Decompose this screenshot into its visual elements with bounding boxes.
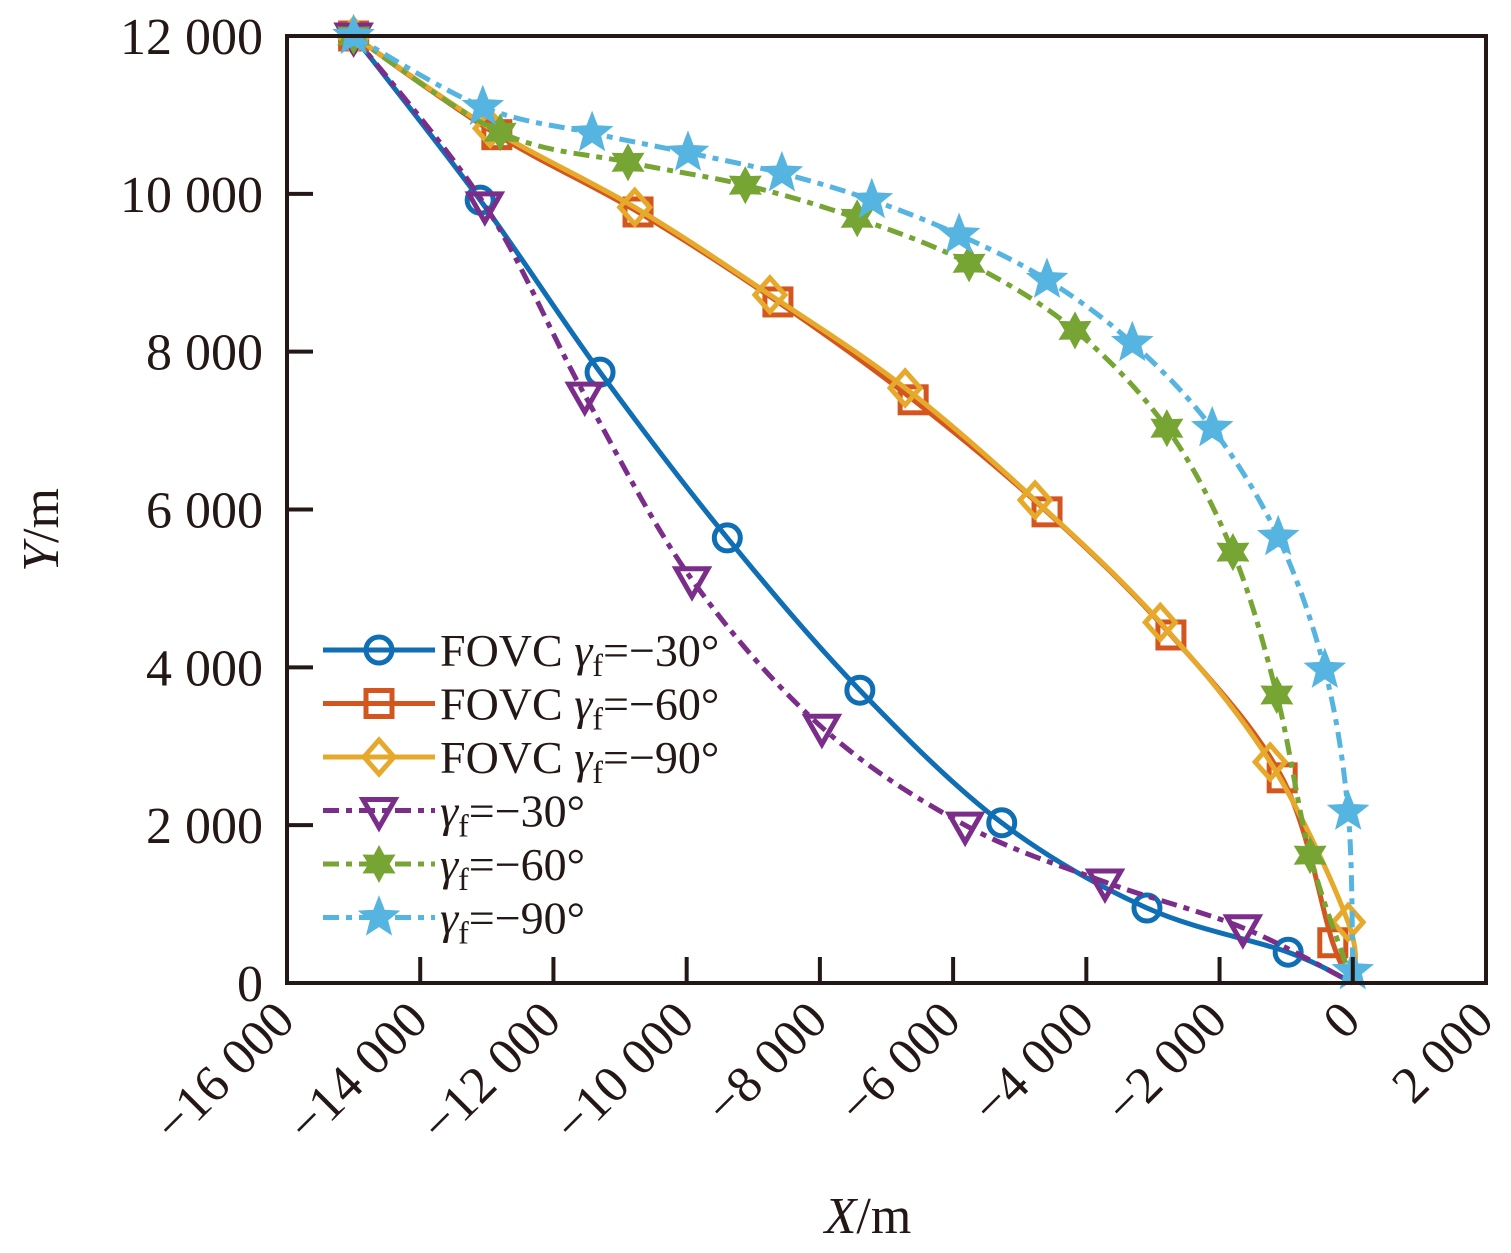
data-point-marker <box>1058 311 1092 350</box>
data-point-marker <box>1329 901 1367 944</box>
data-point-marker <box>464 191 506 227</box>
series-4 <box>333 22 1354 986</box>
data-point-marker <box>986 807 1018 839</box>
legend-marker <box>360 736 398 778</box>
y-tick-label: 10 000 <box>120 167 263 224</box>
legend-label: FOVC γf=−60° <box>440 679 719 737</box>
legend-item: FOVC γf=−90° <box>323 732 719 790</box>
legend-label: γf=−30° <box>440 786 585 844</box>
legend-marker <box>363 634 395 666</box>
data-point-marker <box>1110 320 1154 362</box>
data-point-marker <box>1131 892 1163 924</box>
legend-marker <box>357 895 401 936</box>
y-tick-label: 8 000 <box>146 325 263 382</box>
x-tick-label: 0 <box>1313 991 1372 1050</box>
data-point-marker <box>1141 601 1179 644</box>
x-tick-label: −10 000 <box>543 991 705 1153</box>
data-point-marker <box>728 166 762 205</box>
data-point-marker <box>616 186 654 229</box>
y-tick-label: 6 000 <box>146 483 263 540</box>
x-tick-label: −4 000 <box>961 991 1105 1135</box>
data-point-marker <box>483 113 517 152</box>
data-point-marker <box>1190 405 1234 447</box>
legend-item: γf=−60° <box>323 839 585 897</box>
legend-label: FOVC γf=−30° <box>440 625 719 683</box>
data-point-marker <box>751 274 789 316</box>
data-point-marker <box>1272 936 1304 968</box>
x-axis-label: X/m <box>823 1188 912 1245</box>
data-point-marker <box>1084 868 1126 905</box>
y-axis-label: Y/m <box>13 488 70 572</box>
data-point-marker <box>711 522 743 554</box>
x-tick-label: 2 000 <box>1381 991 1504 1114</box>
data-point-marker <box>1150 409 1184 448</box>
data-point-marker <box>937 212 981 254</box>
legend-marker <box>362 844 396 884</box>
legend-item: γf=−30° <box>323 786 585 844</box>
legend-marker <box>363 688 395 719</box>
x-tick-label: −12 000 <box>410 991 572 1153</box>
data-point-marker <box>886 367 924 409</box>
data-point-marker <box>1216 533 1250 572</box>
data-point-marker <box>1251 741 1289 783</box>
legend-label: γf=−90° <box>440 893 585 951</box>
data-point-marker <box>1317 927 1349 959</box>
series-layer <box>332 13 1375 990</box>
data-point-marker <box>1016 479 1054 521</box>
y-tick-label: 2 000 <box>146 798 263 855</box>
legend-item: FOVC γf=−60° <box>323 679 719 737</box>
series-line <box>351 34 1354 986</box>
data-point-marker <box>1260 675 1294 715</box>
data-point-marker <box>1222 914 1264 950</box>
data-point-marker <box>666 130 710 171</box>
series-line <box>351 34 1354 986</box>
y-tick-label: 4 000 <box>146 640 263 697</box>
legend-marker <box>358 797 400 833</box>
x-tick-label: −8 000 <box>695 991 839 1135</box>
data-point-marker <box>564 381 606 418</box>
data-point-marker <box>952 244 986 283</box>
y-tick-label: 12 000 <box>120 9 263 66</box>
data-point-marker <box>1293 836 1327 875</box>
series-6 <box>332 13 1375 990</box>
series-line <box>352 33 1358 984</box>
data-point-marker <box>1303 647 1347 688</box>
data-point-marker <box>801 713 843 750</box>
data-point-marker <box>611 143 645 182</box>
y-tick-label: 0 <box>237 956 263 1013</box>
legend-label: FOVC γf=−90° <box>440 732 719 790</box>
legend-label: γf=−60° <box>440 839 585 897</box>
data-point-marker <box>1256 514 1300 556</box>
data-point-marker <box>671 566 713 602</box>
x-tick-label: −2 000 <box>1094 991 1238 1135</box>
legend: FOVC γf=−30°FOVC γf=−60°FOVC γf=−90°γf=−… <box>323 625 719 951</box>
x-tick-label: −14 000 <box>277 991 439 1153</box>
x-tick-label: −6 000 <box>828 991 972 1135</box>
data-point-marker <box>850 177 894 219</box>
data-point-marker <box>461 84 505 126</box>
data-point-marker <box>844 674 876 706</box>
data-point-marker <box>760 150 804 192</box>
legend-item: FOVC γf=−30° <box>323 625 719 683</box>
data-point-marker <box>1326 789 1370 830</box>
data-point-marker <box>570 110 614 152</box>
data-point-marker <box>1025 257 1069 298</box>
data-point-marker <box>944 811 986 848</box>
legend-item: γf=−90° <box>323 893 585 951</box>
x-tick-label: −16 000 <box>143 991 305 1153</box>
